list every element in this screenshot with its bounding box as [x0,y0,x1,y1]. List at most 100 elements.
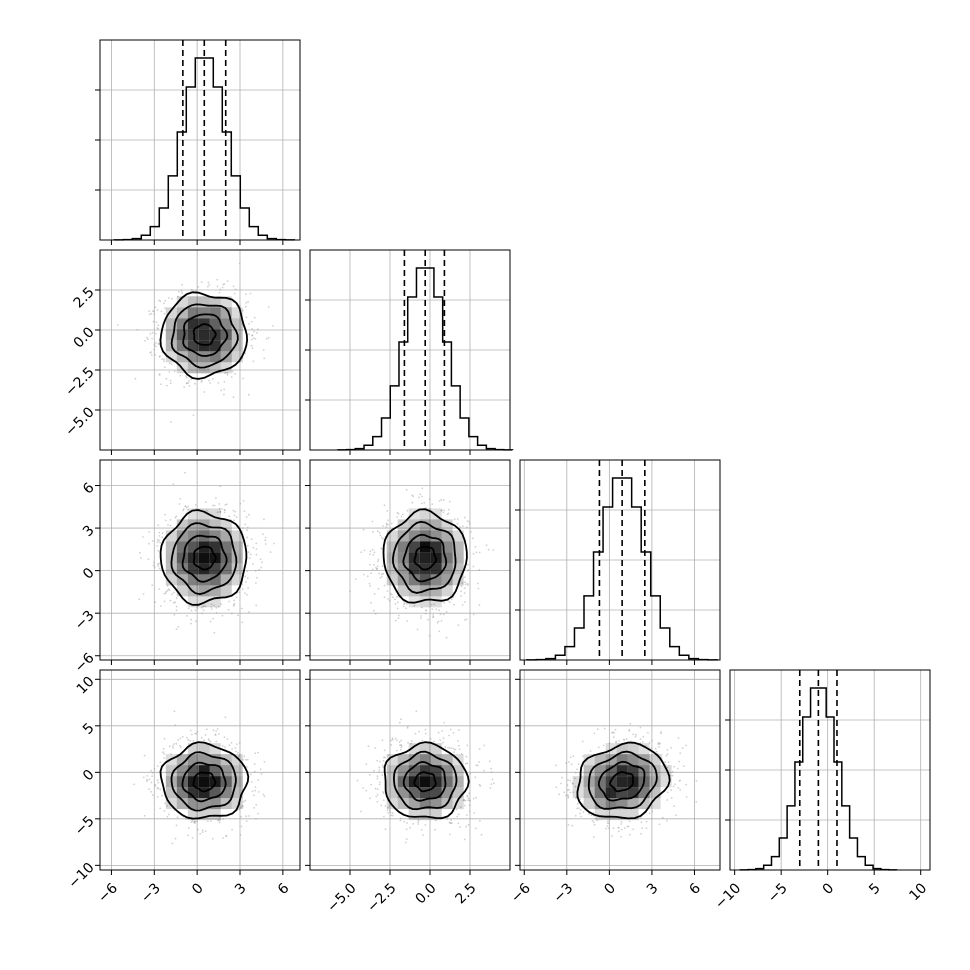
sample-point [152,564,155,567]
density-cell [408,574,420,586]
density-cell [198,307,210,319]
sample-point [418,730,420,733]
sample-point [146,779,148,781]
density-cell [616,743,628,755]
sample-point [207,281,210,284]
sample-point [187,505,189,508]
sample-point [240,607,243,610]
scatter-panel-3-1: −6 −3 0 3 6 [72,459,301,676]
sample-point [377,587,380,590]
density-cell [198,585,210,597]
sample-point [463,601,466,603]
sample-point [190,622,193,625]
sample-point [477,587,480,590]
sample-point [163,302,165,305]
density-cell [430,765,442,777]
x-tick-label: −6 [95,880,121,906]
sample-point [378,531,381,534]
sample-point [429,508,431,510]
sample-point [185,375,188,377]
sample-point [218,733,220,735]
density-cell [594,798,606,810]
sample-points [116,262,274,423]
sample-point [639,726,642,729]
sample-point [216,728,219,730]
density-cell [408,508,420,520]
density-cell [176,329,188,341]
sample-point [218,821,221,824]
sample-point [245,301,248,304]
sample-point [191,820,194,822]
sample-point [154,342,157,344]
sample-point [666,819,668,822]
sample-point [248,815,251,817]
sample-point [432,615,435,618]
sample-point [257,751,259,754]
density-cell [386,563,398,575]
sample-point [237,614,239,617]
sample-point [166,384,168,387]
sample-point [461,582,464,584]
sample-point [590,814,593,817]
density-cell [209,585,221,597]
x-tick-label: −5.0 [324,880,359,915]
sample-point [374,747,377,749]
sample-point [387,523,389,526]
density-cell [386,776,398,788]
sample-point [473,812,476,814]
sample-point [390,739,392,742]
sample-point [678,760,681,763]
sample-point [411,501,414,504]
sample-point [190,821,193,823]
sample-point [381,764,384,767]
sample-point [475,764,478,767]
sample-point [230,612,233,615]
sample-point [235,516,238,519]
sample-point [159,300,162,303]
scatter-frame [519,669,721,871]
density-cell [419,765,431,777]
density-cell [419,776,431,788]
sample-point [628,820,631,823]
sample-point [371,548,374,551]
sample-point [474,827,477,830]
sample-point [164,513,167,516]
sample-point [222,818,225,821]
density-cell [386,530,398,542]
sample-point [465,762,467,765]
sample-point [246,594,248,596]
sample-point [398,614,400,617]
sample-point [170,753,173,755]
sample-point [581,740,584,743]
histogram-frame [729,669,931,871]
sample-point [257,779,259,781]
sample-point [611,731,614,734]
sample-point [269,551,272,553]
sample-point [396,739,398,742]
sample-point [478,748,481,751]
sample-point [424,728,427,731]
density-cell [452,574,464,586]
contour-level-3 [587,750,658,810]
scatter-panel-4-1: −6 −3 0 3 6 −10 −5 0 5 10 [65,669,301,906]
density-cell [397,787,409,799]
sample-point [411,740,413,742]
sample-point [450,747,453,750]
density-cell [231,552,243,564]
sample-point [255,604,258,607]
sample-point [666,791,669,794]
density-cell [187,519,199,531]
y-tick-label: 0 [80,565,98,583]
sample-point [466,569,469,572]
sample-point [613,731,615,734]
sample-point [248,611,251,613]
sample-point [465,755,468,758]
sample-point [459,826,461,828]
sample-point [490,767,493,770]
contour-level-3 [170,522,238,596]
sample-point [440,498,443,501]
sample-point [685,783,688,786]
sample-point [468,520,471,523]
density-cell [441,754,453,766]
sample-point [391,596,394,599]
